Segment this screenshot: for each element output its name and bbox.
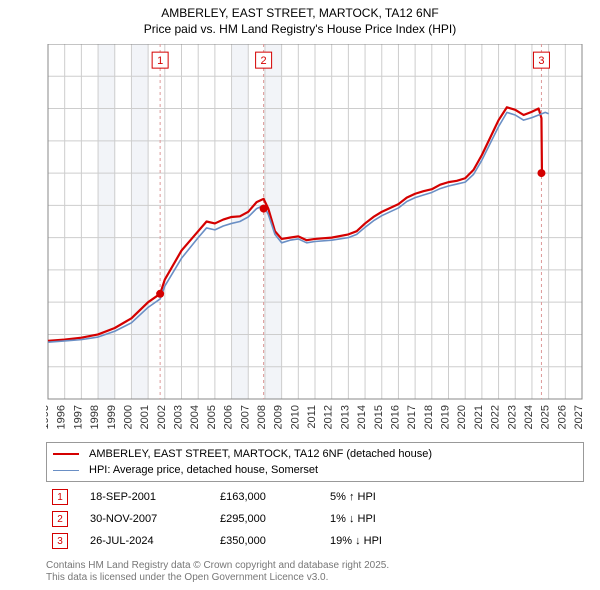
- svg-text:1: 1: [157, 55, 163, 67]
- event-row-1: 1 18-SEP-2001 £163,000 5% ↑ HPI: [52, 486, 578, 508]
- legend-box: AMBERLEY, EAST STREET, MARTOCK, TA12 6NF…: [46, 442, 584, 482]
- event-price-3: £350,000: [220, 535, 330, 547]
- svg-text:2013: 2013: [339, 405, 351, 429]
- svg-text:2015: 2015: [373, 405, 385, 429]
- event-hpi-3: HPI: [364, 535, 382, 547]
- events-table: 1 18-SEP-2001 £163,000 5% ↑ HPI 2 30-NOV…: [46, 480, 584, 558]
- title-line1: AMBERLEY, EAST STREET, MARTOCK, TA12 6NF: [0, 6, 600, 22]
- event-pct-2: 1% ↓ HPI: [330, 513, 470, 525]
- legend-row-1: AMBERLEY, EAST STREET, MARTOCK, TA12 6NF…: [53, 446, 577, 462]
- svg-text:2026: 2026: [556, 405, 568, 429]
- svg-text:2012: 2012: [323, 405, 335, 429]
- event-price-2: £295,000: [220, 513, 330, 525]
- event-pct-val-2: 1%: [330, 513, 346, 525]
- footer-line1: Contains HM Land Registry data © Crown c…: [46, 560, 389, 572]
- svg-text:2004: 2004: [189, 405, 201, 429]
- event-marker-2: 2: [52, 511, 68, 527]
- svg-text:2: 2: [261, 55, 267, 67]
- title-block: AMBERLEY, EAST STREET, MARTOCK, TA12 6NF…: [0, 0, 600, 37]
- svg-text:1995: 1995: [46, 405, 51, 429]
- svg-text:2007: 2007: [239, 405, 251, 429]
- svg-text:2009: 2009: [273, 405, 285, 429]
- event-date-1: 18-SEP-2001: [90, 491, 220, 503]
- legend-label-1: AMBERLEY, EAST STREET, MARTOCK, TA12 6NF…: [89, 448, 432, 460]
- svg-text:1998: 1998: [89, 405, 101, 429]
- event-pct-1: 5% ↑ HPI: [330, 491, 470, 503]
- svg-text:2000: 2000: [122, 405, 134, 429]
- event-pct-val-3: 19%: [330, 535, 352, 547]
- arrow-icon-1: ↑: [349, 491, 355, 503]
- chart-area: £0£50K£100K£150K£200K£250K£300K£350K£400…: [46, 44, 586, 399]
- svg-text:2022: 2022: [490, 405, 502, 429]
- svg-text:2019: 2019: [440, 405, 452, 429]
- svg-text:2016: 2016: [389, 405, 401, 429]
- svg-text:2005: 2005: [206, 405, 218, 429]
- legend-swatch-price: [53, 453, 79, 455]
- svg-text:2006: 2006: [223, 405, 235, 429]
- event-hpi-2: HPI: [358, 513, 376, 525]
- title-line2: Price paid vs. HM Land Registry's House …: [0, 22, 600, 38]
- event-row-3: 3 26-JUL-2024 £350,000 19% ↓ HPI: [52, 530, 578, 552]
- svg-text:2001: 2001: [139, 405, 151, 429]
- svg-text:2003: 2003: [173, 405, 185, 429]
- svg-text:2023: 2023: [506, 405, 518, 429]
- svg-text:1999: 1999: [106, 405, 118, 429]
- svg-text:2018: 2018: [423, 405, 435, 429]
- svg-text:2020: 2020: [456, 405, 468, 429]
- arrow-icon-3: ↓: [355, 535, 361, 547]
- event-row-2: 2 30-NOV-2007 £295,000 1% ↓ HPI: [52, 508, 578, 530]
- svg-text:1996: 1996: [56, 405, 68, 429]
- svg-text:2014: 2014: [356, 405, 368, 429]
- svg-text:1997: 1997: [72, 405, 84, 429]
- svg-text:2011: 2011: [306, 405, 318, 429]
- svg-text:3: 3: [538, 55, 544, 67]
- svg-text:2002: 2002: [156, 405, 168, 429]
- event-pct-3: 19% ↓ HPI: [330, 535, 470, 547]
- arrow-icon-2: ↓: [349, 513, 355, 525]
- event-hpi-1: HPI: [358, 491, 376, 503]
- footer: Contains HM Land Registry data © Crown c…: [46, 560, 389, 584]
- event-date-2: 30-NOV-2007: [90, 513, 220, 525]
- svg-text:2017: 2017: [406, 405, 418, 429]
- event-pct-val-1: 5%: [330, 491, 346, 503]
- legend-row-2: HPI: Average price, detached house, Some…: [53, 462, 577, 478]
- event-price-1: £163,000: [220, 491, 330, 503]
- svg-text:2008: 2008: [256, 405, 268, 429]
- svg-text:2010: 2010: [289, 405, 301, 429]
- svg-text:2021: 2021: [473, 405, 485, 429]
- svg-text:2024: 2024: [523, 405, 535, 429]
- event-date-3: 26-JUL-2024: [90, 535, 220, 547]
- event-marker-1: 1: [52, 489, 68, 505]
- footer-line2: This data is licensed under the Open Gov…: [46, 572, 389, 584]
- chart-svg: £0£50K£100K£150K£200K£250K£300K£350K£400…: [46, 44, 586, 439]
- svg-text:2025: 2025: [540, 405, 552, 429]
- svg-text:2027: 2027: [573, 405, 585, 429]
- legend-swatch-hpi: [53, 470, 79, 471]
- event-marker-3: 3: [52, 533, 68, 549]
- chart-container: AMBERLEY, EAST STREET, MARTOCK, TA12 6NF…: [0, 0, 600, 590]
- legend-label-2: HPI: Average price, detached house, Some…: [89, 464, 318, 476]
